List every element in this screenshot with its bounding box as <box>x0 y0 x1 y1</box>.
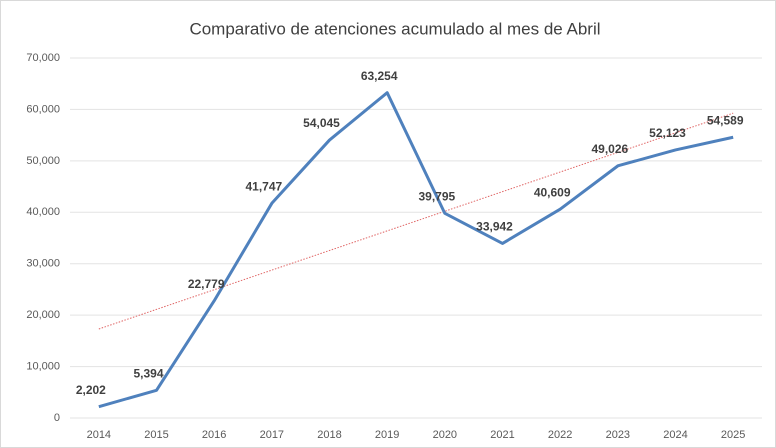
y-tick-label: 30,000 <box>26 258 60 270</box>
x-tick-label: 2019 <box>375 429 399 441</box>
data-line <box>98 91 734 409</box>
x-tick-label: 2016 <box>202 429 226 441</box>
data-label: 39,795 <box>418 190 455 204</box>
data-label: 41,747 <box>245 179 282 193</box>
data-label: 22,779 <box>188 277 225 291</box>
chart-title: Comparativo de atenciones acumulado al m… <box>189 19 600 38</box>
data-label: 2,202 <box>76 383 106 397</box>
x-tick-label: 2017 <box>260 429 284 441</box>
x-tick-label: 2014 <box>87 429 111 441</box>
x-tick-label: 2018 <box>317 429 341 441</box>
x-tick-label: 2020 <box>433 429 457 441</box>
data-label: 54,589 <box>707 113 744 127</box>
y-tick-label: 0 <box>54 412 60 424</box>
y-tick-label: 70,000 <box>26 52 60 64</box>
data-label: 40,609 <box>534 185 571 199</box>
data-label: 49,026 <box>591 142 628 156</box>
y-tick-label: 10,000 <box>26 360 60 372</box>
data-label: 5,394 <box>133 366 163 380</box>
data-label: 63,254 <box>361 69 398 83</box>
y-tick-label: 20,000 <box>26 309 60 321</box>
y-tick-label: 40,000 <box>26 206 60 218</box>
x-tick-label: 2022 <box>548 429 572 441</box>
data-label: 54,045 <box>303 116 340 130</box>
y-tick-label: 60,000 <box>26 103 60 115</box>
x-tick-label: 2024 <box>663 429 687 441</box>
x-tick-label: 2021 <box>490 429 514 441</box>
trend-line <box>98 112 734 330</box>
x-tick-label: 2025 <box>721 429 745 441</box>
data-label: 52,123 <box>649 126 686 140</box>
x-tick-label: 2015 <box>144 429 168 441</box>
x-tick-label: 2023 <box>606 429 630 441</box>
y-tick-label: 50,000 <box>26 155 60 167</box>
data-label: 33,942 <box>476 220 513 234</box>
